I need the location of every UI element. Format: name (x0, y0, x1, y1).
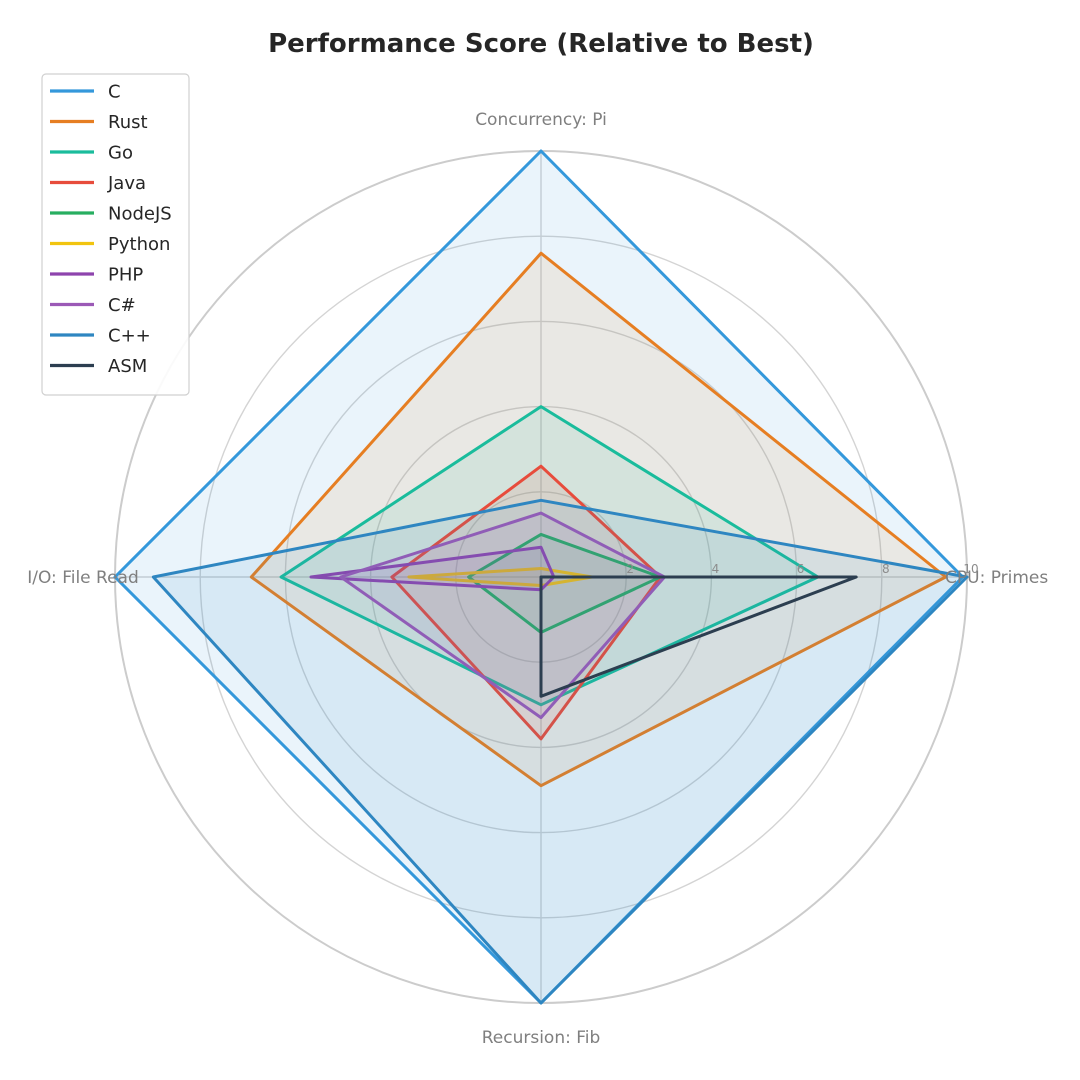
legend-label: Python (108, 234, 170, 255)
series-6 (309, 545, 556, 592)
axis-label: Recursion: Fib (482, 1028, 601, 1048)
tick-label: 10 (963, 562, 978, 576)
series-8 (151, 498, 969, 1005)
axis-label: Concurrency: Pi (475, 110, 607, 130)
tick-label: 6 (797, 562, 805, 576)
series-9 (539, 575, 858, 698)
tick-label: 4 (712, 562, 720, 576)
radial-ticks: 2 4 6 8 10 (626, 562, 978, 576)
series-7 (339, 511, 666, 720)
legend-label: C# (108, 295, 136, 316)
legend-label: Rust (108, 112, 148, 133)
series-5 (407, 567, 594, 587)
legend: C Rust Go Java NodeJS Python PHP C# C++ ASM (41, 73, 190, 396)
series-polygon (539, 575, 858, 698)
legend-frame (41, 73, 190, 396)
series-polygon (339, 511, 666, 720)
series-polygon (309, 545, 556, 592)
series-3 (390, 464, 662, 741)
legend-label: ASM (108, 356, 147, 377)
tick-label: 8 (882, 562, 890, 576)
series-polygon (151, 498, 969, 1005)
tick-label: 2 (626, 562, 634, 576)
legend-label: C++ (108, 326, 151, 347)
series-4 (467, 532, 662, 634)
chart-title: Performance Score (Relative to Best) (268, 29, 814, 59)
series-polygon (390, 464, 662, 741)
series-polygon (407, 567, 594, 587)
series-polygon (467, 532, 662, 634)
axis-labels: CPU: Primes Concurrency: Pi I/O: File Read… (27, 110, 1048, 1048)
legend-label: NodeJS (108, 204, 172, 225)
legend-label: Java (107, 173, 146, 194)
legend-label: Go (108, 143, 133, 164)
legend-label: PHP (108, 265, 143, 286)
series-group (113, 149, 969, 1005)
axis-label: I/O: File Read (27, 568, 139, 588)
axis-label: CPU: Primes (945, 568, 1048, 588)
legend-label: C (108, 82, 121, 103)
